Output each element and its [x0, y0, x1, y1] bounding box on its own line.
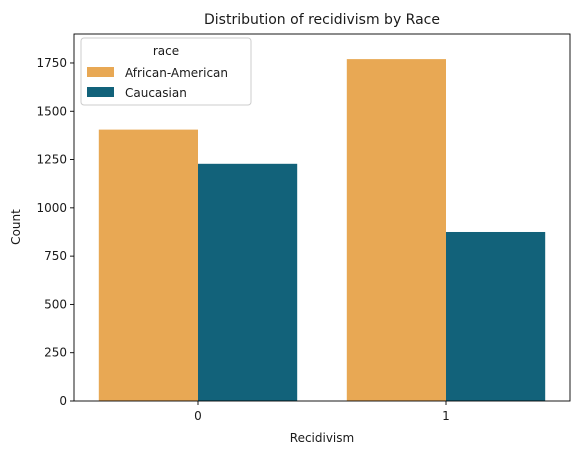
bar-african-american-0: [99, 130, 198, 401]
x-tick-label: 1: [442, 409, 450, 423]
y-tick-label: 750: [44, 249, 67, 263]
bar-caucasian-0: [198, 164, 297, 401]
chart-title: Distribution of recidivism by Race: [204, 12, 440, 28]
y-axis: 0 250 500 750 1000 1250 1500 1750: [36, 56, 74, 408]
legend-title: race: [153, 44, 179, 58]
y-tick-label: 1750: [36, 56, 67, 70]
x-axis-label: Recidivism: [290, 431, 354, 445]
y-tick-label: 500: [44, 297, 67, 311]
y-tick-label: 0: [59, 394, 67, 408]
legend-label-caucasian: Caucasian: [125, 86, 187, 100]
y-tick-label: 1000: [36, 201, 67, 215]
bars-group: [99, 59, 545, 401]
bar-caucasian-1: [446, 232, 545, 401]
x-tick-label: 0: [194, 409, 202, 423]
bar-african-american-1: [347, 59, 446, 401]
y-axis-label: Count: [9, 209, 23, 245]
legend-swatch-african-american: [87, 67, 114, 77]
legend-swatch-caucasian: [87, 87, 114, 97]
legend: race African-American Caucasian: [81, 38, 251, 105]
y-tick-label: 1500: [36, 104, 67, 118]
y-tick-label: 1250: [36, 153, 67, 167]
legend-label-african-american: African-American: [125, 66, 228, 80]
y-tick-label: 250: [44, 346, 67, 360]
